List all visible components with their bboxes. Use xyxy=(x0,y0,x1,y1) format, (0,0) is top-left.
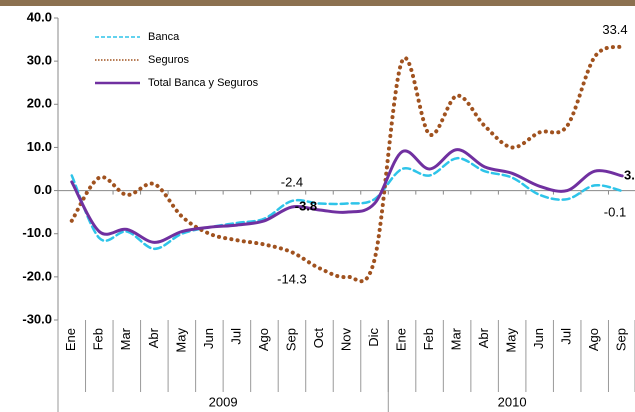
x-tick-label: Ene xyxy=(393,328,408,351)
y-tick-label: 20.0 xyxy=(27,96,52,111)
data-label: -2.4 xyxy=(281,174,303,189)
x-tick-label: Oct xyxy=(311,328,326,349)
legend-label: Banca xyxy=(148,31,180,43)
legend-label: Seguros xyxy=(148,54,189,66)
y-tick-label: 0.0 xyxy=(34,182,52,197)
x-tick-label: Dic xyxy=(366,328,381,347)
x-tick-label: Feb xyxy=(421,328,436,350)
x-tick-label: May xyxy=(173,328,188,353)
x-tick-label: Ene xyxy=(63,328,78,351)
group-label: 2010 xyxy=(498,394,527,409)
x-tick-label: May xyxy=(504,328,519,353)
x-tick-label: Sep xyxy=(614,328,629,351)
y-tick-label: 10.0 xyxy=(27,139,52,154)
x-tick-label: Jul xyxy=(559,328,574,345)
x-tick-label: Mar xyxy=(118,327,133,350)
data-label: -3.8 xyxy=(295,198,317,213)
y-tick-label: -30.0 xyxy=(22,311,52,326)
series-line xyxy=(70,148,624,244)
x-tick-label: Jul xyxy=(228,328,243,345)
y-tick-label: 40.0 xyxy=(27,9,52,24)
y-tick-label: -10.0 xyxy=(22,225,52,240)
data-label: 33.4 xyxy=(602,22,627,37)
series-line xyxy=(70,156,624,251)
top-band xyxy=(0,0,635,6)
legend-label: Total Banca y Seguros xyxy=(148,77,259,89)
x-tick-label: Ago xyxy=(586,328,601,351)
x-tick-label: Ago xyxy=(256,328,271,351)
y-tick-label: 30.0 xyxy=(27,53,52,68)
data-label: -14.3 xyxy=(277,272,307,287)
data-label: 3.4 xyxy=(624,167,635,182)
data-label: -0.1 xyxy=(604,204,626,219)
x-tick-label: Mar xyxy=(449,327,464,350)
y-tick-label: -20.0 xyxy=(22,268,52,283)
x-tick-label: Abr xyxy=(146,327,161,348)
group-label: 2009 xyxy=(209,394,238,409)
x-tick-label: Sep xyxy=(283,328,298,351)
x-tick-label: Nov xyxy=(338,328,353,352)
x-tick-label: Jun xyxy=(531,328,546,349)
x-tick-label: Jun xyxy=(201,328,216,349)
x-tick-label: Feb xyxy=(91,328,106,350)
series-line xyxy=(69,44,625,284)
x-tick-label: Abr xyxy=(476,327,491,348)
